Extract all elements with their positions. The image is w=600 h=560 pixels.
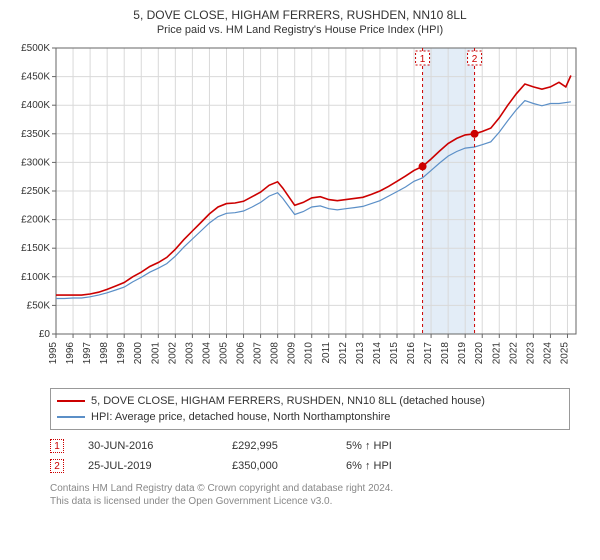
svg-text:£500K: £500K: [21, 43, 50, 54]
svg-text:£250K: £250K: [21, 186, 50, 197]
svg-text:2005: 2005: [218, 342, 229, 365]
svg-text:2016: 2016: [406, 342, 417, 365]
marker-rel-1: 5% ↑ HPI: [346, 440, 426, 452]
marker-price-1: £292,995: [232, 440, 322, 452]
svg-text:2001: 2001: [150, 342, 161, 365]
svg-text:1997: 1997: [82, 342, 93, 365]
chart-area: £0 £50K £100K £150K £200K £250K £300K £350K £400…: [10, 42, 590, 382]
svg-text:2008: 2008: [270, 342, 281, 365]
svg-text:1998: 1998: [99, 342, 110, 365]
svg-text:£300K: £300K: [21, 157, 50, 168]
legend-item-price: 5, DOVE CLOSE, HIGHAM FERRERS, RUSHDEN, …: [57, 393, 563, 409]
legend-label-price: 5, DOVE CLOSE, HIGHAM FERRERS, RUSHDEN, …: [91, 395, 485, 407]
svg-text:2022: 2022: [508, 342, 519, 365]
legend-swatch-price: [57, 400, 85, 402]
attribution-line2: This data is licensed under the Open Gov…: [50, 495, 590, 508]
marker-row-2: 2 25-JUL-2019 £350,000 6% ↑ HPI: [50, 456, 570, 476]
svg-text:£350K: £350K: [21, 129, 50, 140]
marker-num-2: 2: [50, 459, 64, 473]
marker-rel-2: 6% ↑ HPI: [346, 460, 426, 472]
svg-text:£200K: £200K: [21, 215, 50, 226]
svg-text:1: 1: [420, 54, 426, 65]
legend-label-hpi: HPI: Average price, detached house, Nort…: [91, 411, 390, 423]
marker-row-1: 1 30-JUN-2016 £292,995 5% ↑ HPI: [50, 436, 570, 456]
marker-price-2: £350,000: [232, 460, 322, 472]
svg-text:2007: 2007: [253, 342, 264, 365]
legend-item-hpi: HPI: Average price, detached house, Nort…: [57, 409, 563, 425]
attribution: Contains HM Land Registry data © Crown c…: [50, 482, 590, 508]
svg-text:2012: 2012: [338, 342, 349, 365]
svg-text:£450K: £450K: [21, 72, 50, 83]
svg-text:2000: 2000: [133, 342, 144, 365]
chart-title: 5, DOVE CLOSE, HIGHAM FERRERS, RUSHDEN, …: [10, 8, 590, 22]
legend-swatch-hpi: [57, 416, 85, 418]
svg-text:£50K: £50K: [27, 300, 51, 311]
svg-text:2006: 2006: [236, 342, 247, 365]
svg-text:2018: 2018: [440, 342, 451, 365]
marker-date-1: 30-JUN-2016: [88, 440, 208, 452]
svg-text:2025: 2025: [559, 342, 570, 365]
svg-text:£400K: £400K: [21, 100, 50, 111]
svg-text:2004: 2004: [201, 342, 212, 365]
svg-text:2023: 2023: [525, 342, 536, 365]
marker-date-2: 25-JUL-2019: [88, 460, 208, 472]
svg-text:2013: 2013: [355, 342, 366, 365]
svg-text:2020: 2020: [474, 342, 485, 365]
svg-text:2024: 2024: [542, 342, 553, 365]
chart-subtitle: Price paid vs. HM Land Registry's House …: [10, 24, 590, 36]
svg-text:2010: 2010: [304, 342, 315, 365]
svg-text:2009: 2009: [287, 342, 298, 365]
svg-text:£0: £0: [39, 329, 51, 340]
svg-text:2002: 2002: [167, 342, 178, 365]
attribution-line1: Contains HM Land Registry data © Crown c…: [50, 482, 590, 495]
markers-table: 1 30-JUN-2016 £292,995 5% ↑ HPI 2 25-JUL…: [50, 436, 570, 476]
svg-text:2: 2: [472, 54, 478, 65]
svg-text:2019: 2019: [457, 342, 468, 365]
svg-text:2014: 2014: [372, 342, 383, 365]
marker-num-1: 1: [50, 439, 64, 453]
svg-text:1995: 1995: [48, 342, 59, 365]
svg-text:2017: 2017: [423, 342, 434, 365]
svg-text:2021: 2021: [491, 342, 502, 365]
svg-text:1999: 1999: [116, 342, 127, 365]
svg-text:1996: 1996: [65, 342, 76, 365]
svg-text:£100K: £100K: [21, 272, 50, 283]
chart-svg: £0 £50K £100K £150K £200K £250K £300K £350K £400…: [10, 42, 590, 382]
svg-text:2003: 2003: [184, 342, 195, 365]
svg-text:£150K: £150K: [21, 243, 50, 254]
svg-text:2015: 2015: [389, 342, 400, 365]
svg-text:2011: 2011: [321, 342, 332, 364]
legend: 5, DOVE CLOSE, HIGHAM FERRERS, RUSHDEN, …: [50, 388, 570, 430]
